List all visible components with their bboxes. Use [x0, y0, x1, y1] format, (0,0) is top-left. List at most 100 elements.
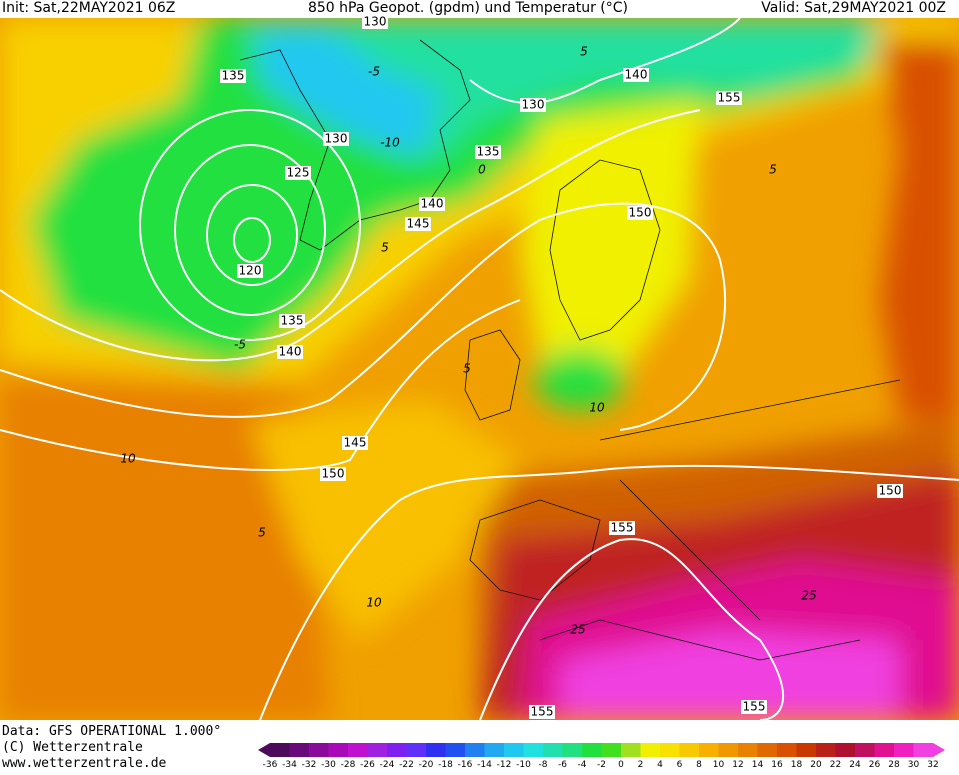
init-time: Init: Sat,22MAY2021 06Z — [2, 0, 175, 16]
label-box — [877, 484, 903, 498]
temperature-label: -10 — [380, 136, 400, 150]
label-box — [279, 314, 305, 328]
color-swatch — [894, 743, 914, 757]
colorbar-tick-label: 4 — [657, 760, 663, 770]
geopotential-label: 140 — [625, 68, 648, 82]
geopotential-label: 155 — [743, 700, 766, 714]
geopotential-label: 150 — [322, 467, 345, 481]
color-swatch — [426, 743, 446, 757]
colorbar-tick-label: 6 — [677, 760, 683, 770]
color-swatch — [387, 743, 407, 757]
color-swatch — [367, 743, 388, 757]
color-swatch — [562, 743, 583, 757]
color-swatch — [640, 743, 661, 757]
contour-labels: 130 135 130 125 120 135 140 140 145 135 130 140 155 1… — [120, 15, 903, 719]
colorbar-tick-label: 10 — [713, 760, 725, 770]
colorbar-tick-label: -16 — [458, 760, 473, 770]
temperature-label: 25 — [570, 623, 585, 637]
colorbar: -36 -34 -32 -30 -28 -26 -24 -22 -20 -18 -16 -14 -12-… — [258, 743, 945, 770]
label-box — [529, 705, 555, 719]
color-swatch — [270, 743, 290, 757]
color-swatch — [874, 743, 895, 757]
geopotential-label: 135 — [281, 314, 304, 328]
color-swatch — [796, 743, 817, 757]
colorbar-tick-label: 24 — [849, 760, 861, 770]
temperature-label: 5 — [580, 45, 588, 59]
website: www.wetterzentrale.de — [2, 756, 167, 770]
label-box — [716, 91, 742, 105]
color-swatch — [816, 743, 836, 757]
label-box — [320, 467, 346, 481]
colorbar-tick-label: -12 — [497, 760, 512, 770]
label-box — [520, 98, 546, 112]
map-title: 850 hPa Geopot. (gpdm) und Temperatur (°… — [308, 0, 628, 16]
copyright: (C) Wetterzentrale — [2, 740, 143, 755]
color-swatch — [523, 743, 544, 757]
colorbar-tick-label: -24 — [380, 760, 395, 770]
colorbar-tick-label: -8 — [539, 760, 548, 770]
colorbar-tick-label: -28 — [341, 760, 356, 770]
label-box — [342, 436, 368, 450]
color-swatch — [465, 743, 485, 757]
geopotential-label: 140 — [421, 197, 444, 211]
colorbar-tick-label: -6 — [558, 760, 567, 770]
color-swatch — [601, 743, 622, 757]
temperature-label: 10 — [589, 401, 605, 415]
color-swatch — [835, 743, 856, 757]
color-swatch — [621, 743, 641, 757]
colorbar-arrow-high — [933, 743, 945, 757]
color-swatch — [738, 743, 758, 757]
colorbar-tick-label: 28 — [888, 760, 900, 770]
color-swatch — [328, 743, 349, 757]
label-box — [419, 197, 445, 211]
label-box — [627, 206, 653, 220]
color-swatch — [289, 743, 310, 757]
temperature-label: 25 — [801, 589, 816, 603]
geopotential-label: 155 — [611, 521, 634, 535]
colorbar-tick-label: 30 — [908, 760, 920, 770]
color-swatch — [660, 743, 680, 757]
colorbar-tick-label: 16 — [771, 760, 783, 770]
colorbar-tick-label: 32 — [927, 760, 938, 770]
color-swatch — [309, 743, 329, 757]
geopotential-isolines — [0, 18, 959, 720]
temperature-label: 0 — [478, 163, 486, 177]
temperature-label: -5 — [234, 338, 246, 352]
temperature-label: 5 — [381, 241, 389, 255]
coastlines — [239, 39, 901, 661]
colorbar-tick-label: 2 — [638, 760, 644, 770]
color-swatch — [406, 743, 427, 757]
colorbar-tick-label: -32 — [302, 760, 317, 770]
colorbar-tick-label: 18 — [791, 760, 803, 770]
valid-time: Valid: Sat,29MAY2021 00Z — [761, 0, 946, 16]
colorbar-tick-label: 20 — [810, 760, 822, 770]
temperature-field — [0, 18, 959, 720]
temperature-label: -5 — [368, 65, 380, 79]
label-box — [475, 145, 501, 159]
colorbar-tick-label: 22 — [830, 760, 841, 770]
label-box — [362, 15, 388, 29]
colorbar-tick-label: -14 — [477, 760, 492, 770]
data-source: Data: GFS OPERATIONAL 1.000° — [2, 724, 221, 739]
temperature-label: 10 — [366, 596, 382, 610]
temperature-label: 5 — [769, 163, 777, 177]
colorbar-tick-label: -18 — [438, 760, 453, 770]
colorbar-tick-label: 0 — [618, 760, 624, 770]
colorbar-tick-label: 8 — [696, 760, 702, 770]
color-swatch — [757, 743, 778, 757]
label-box — [741, 700, 767, 714]
geopotential-label: 125 — [287, 166, 310, 180]
color-swatch — [484, 743, 505, 757]
color-swatch — [504, 743, 524, 757]
geopotential-label: 155 — [718, 91, 741, 105]
geopotential-label: 145 — [344, 436, 367, 450]
colorbar-tick-label: 26 — [869, 760, 881, 770]
label-box — [220, 69, 246, 83]
geopotential-label: 135 — [222, 69, 245, 83]
temperature-label: 10 — [120, 452, 136, 466]
colorbar-tick-label: -2 — [597, 760, 606, 770]
color-swatch — [543, 743, 563, 757]
colorbar-arrow-low — [258, 743, 270, 757]
label-box — [277, 345, 303, 359]
